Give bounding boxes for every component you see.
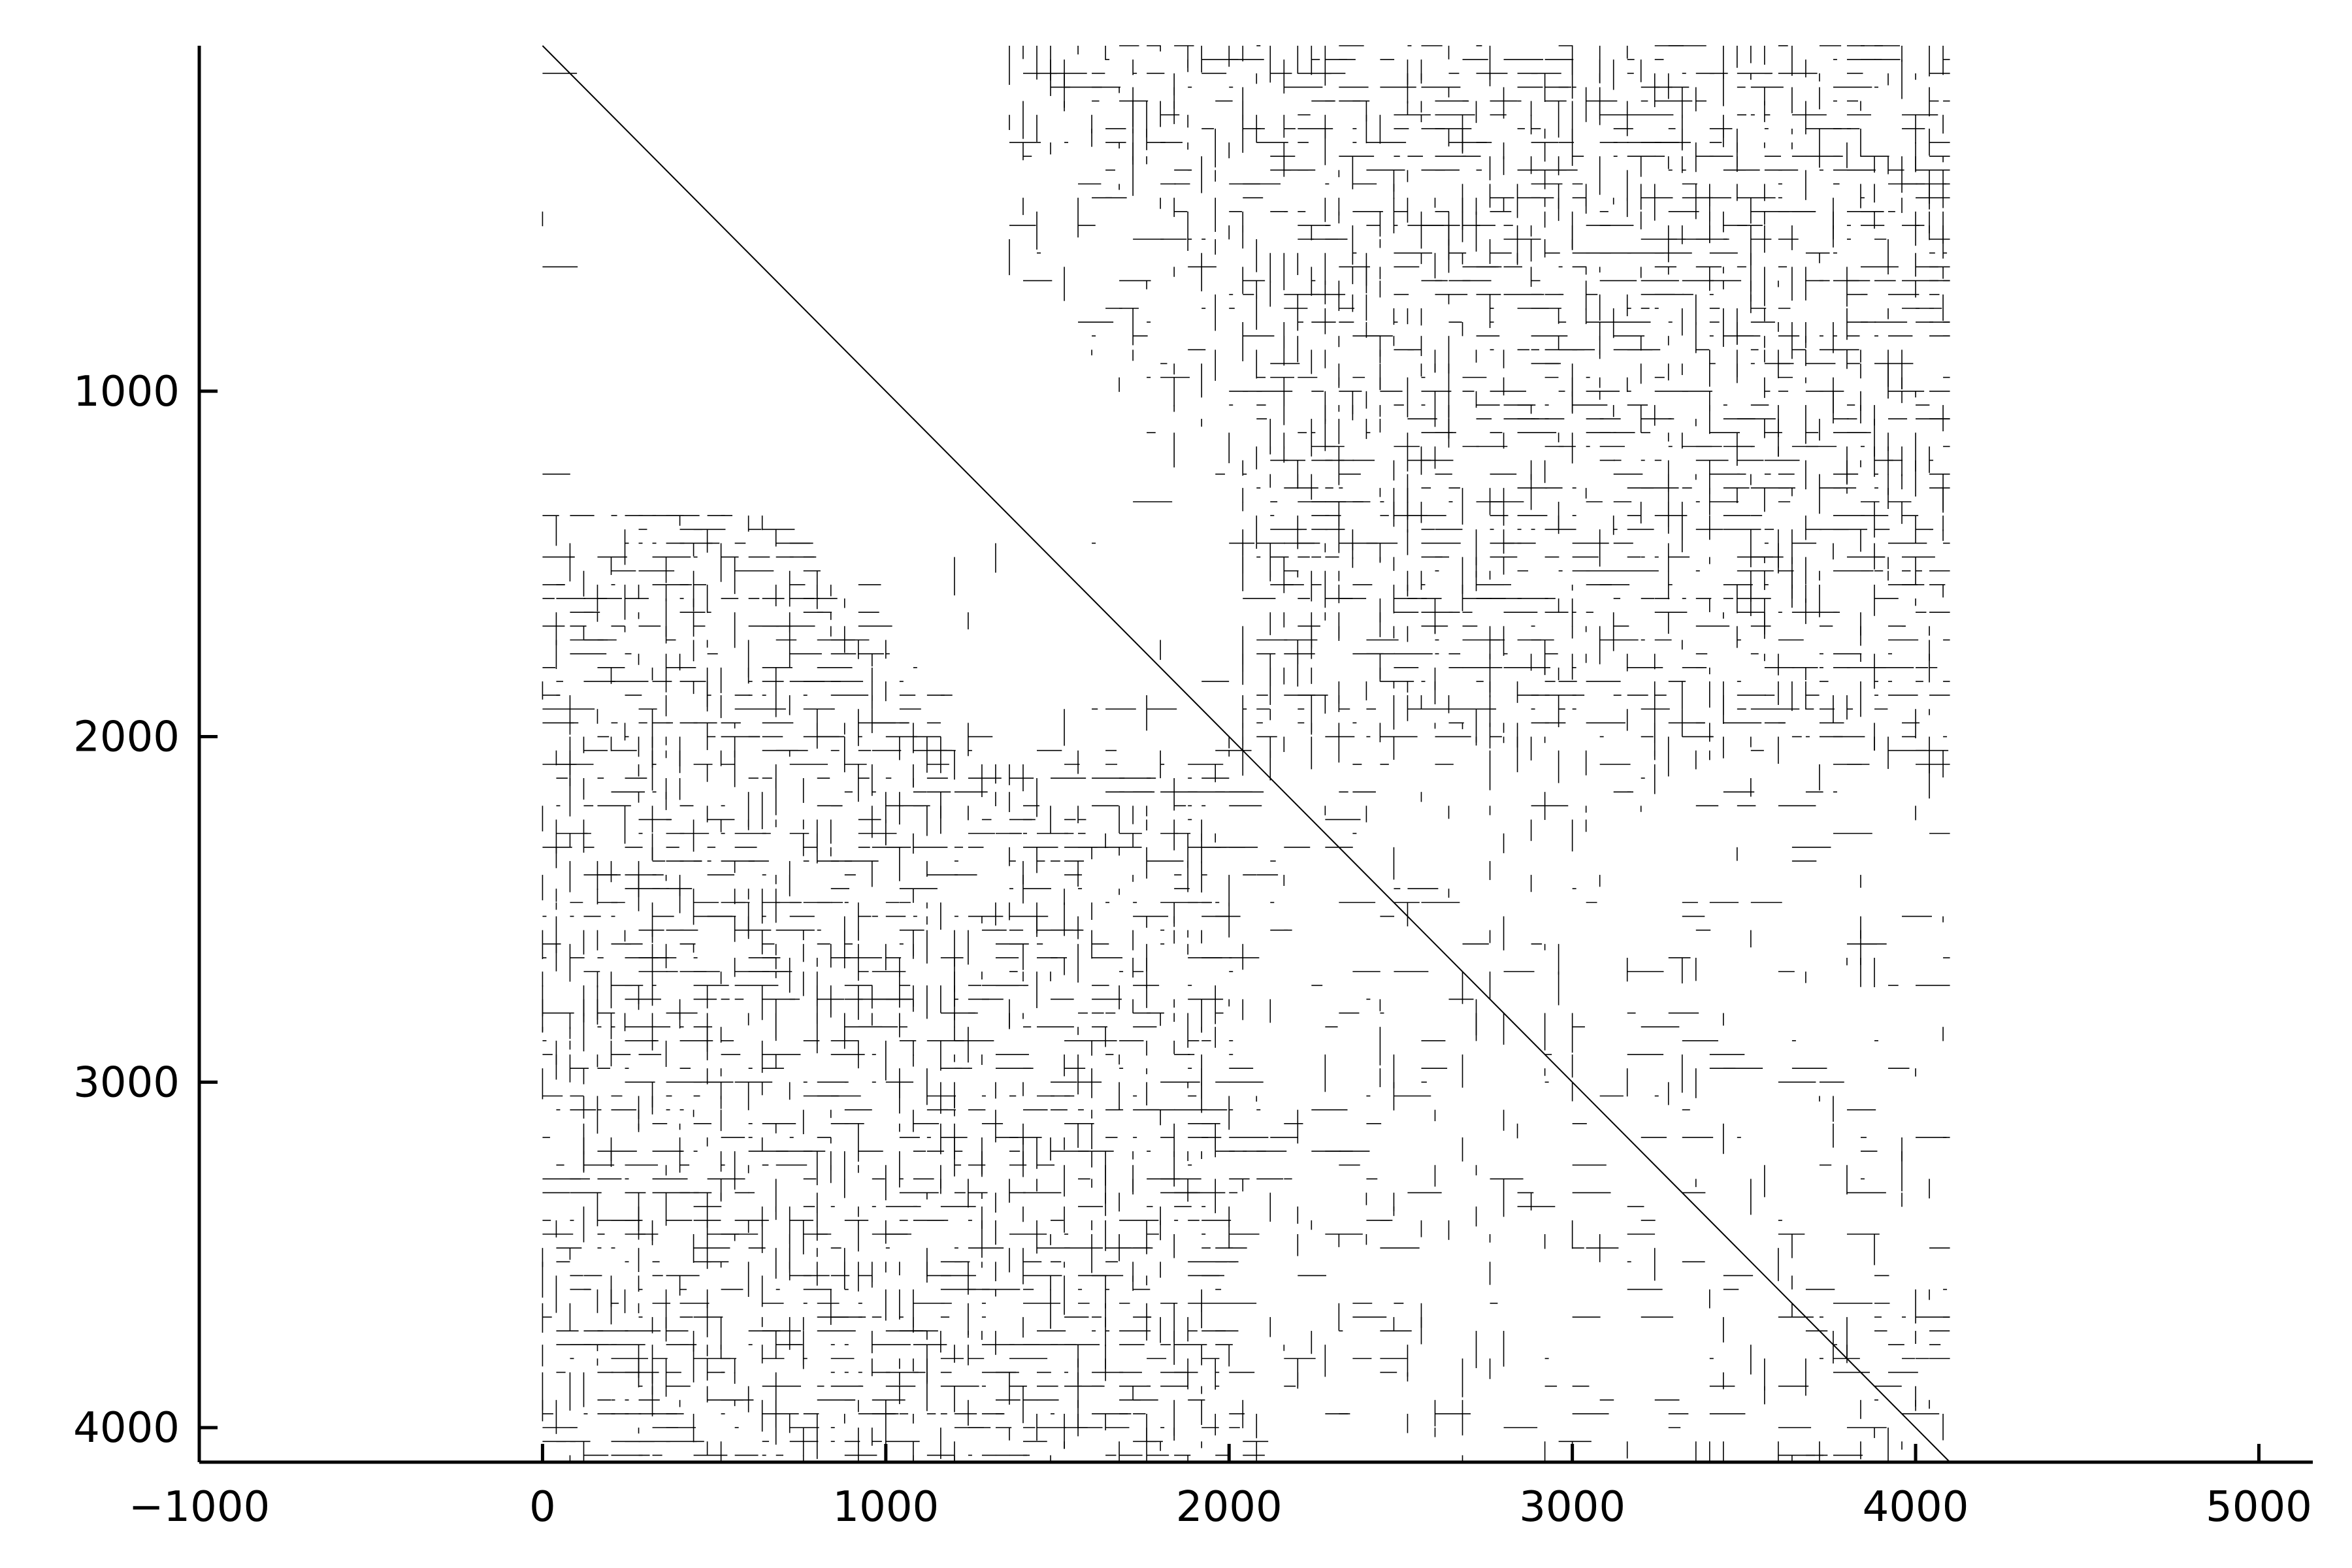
x-tick-label: 4000 xyxy=(1863,1483,1969,1531)
sparsity-pattern xyxy=(542,45,1950,1462)
x-tick-label: 2000 xyxy=(1176,1483,1282,1531)
y-tick-label: 3000 xyxy=(73,1058,180,1107)
main-diagonal xyxy=(542,45,1951,1463)
x-tick-label: 1000 xyxy=(832,1483,939,1531)
y-tick-label: 1000 xyxy=(73,368,180,416)
y-tick-label: 4000 xyxy=(73,1404,180,1452)
y-tick-label: 2000 xyxy=(73,713,180,762)
y-ticks: 1000 2000 3000 4000 xyxy=(73,368,218,1452)
x-tick-label: −1000 xyxy=(129,1483,270,1531)
x-tick-label: 3000 xyxy=(1519,1483,1625,1531)
x-ticks: −1000 0 1000 2000 3000 4000 5000 xyxy=(129,1444,2312,1531)
x-tick-label: 5000 xyxy=(2206,1483,2312,1531)
x-tick-label: 0 xyxy=(529,1483,556,1531)
